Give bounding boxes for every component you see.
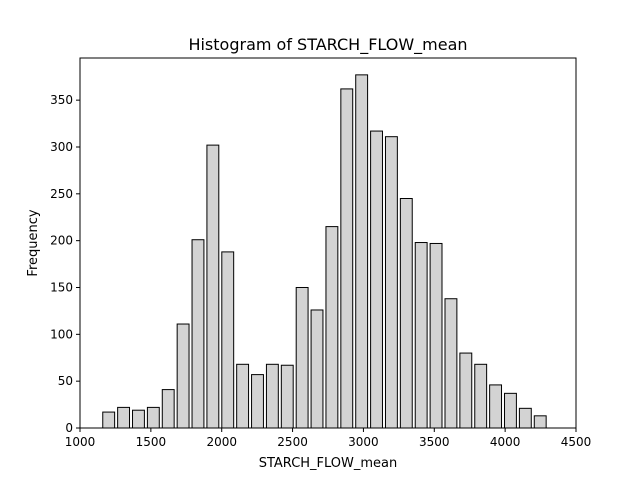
x-tick-label-4: 3000 [348,435,379,449]
y-tick-label-3: 150 [50,280,73,294]
histogram-bar-15 [325,226,339,429]
histogram-bar-4 [161,389,175,429]
histogram-bar-3 [146,406,160,429]
histogram-bar-12 [280,364,294,429]
x-tick-label-3: 2500 [277,435,308,449]
histogram-bar-7 [206,144,220,429]
histogram-bar-17 [355,74,369,429]
histogram-bar-8 [221,251,235,429]
histogram-bar-20 [399,198,413,429]
x-axis-label: STARCH_FLOW_mean [259,456,398,471]
histogram-bar-28 [518,407,532,429]
y-tick-label-5: 250 [50,187,73,201]
histogram-bar-23 [444,298,458,429]
y-axis-label: Frequency [26,209,41,276]
bars-group [102,74,547,429]
histogram-bar-2 [132,409,145,429]
x-axis: 1000 1500 2000 2500 3000 3500 4000 4500 [65,428,592,449]
y-tick-label-4: 200 [50,234,73,248]
y-axis: 0 50 100 150 200 250 300 350 [50,93,80,435]
histogram-bar-16 [340,88,354,429]
histogram-bar-22 [429,242,443,429]
histogram-bar-21 [414,242,428,429]
chart-title: Histogram of STARCH_FLOW_mean [188,35,467,55]
histogram-bar-13 [295,286,309,429]
histogram-bar-1 [117,406,131,429]
histogram-bar-9 [236,363,250,429]
histogram-bar-25 [474,363,488,429]
histogram-bar-11 [265,363,279,429]
x-tick-label-6: 4000 [490,435,521,449]
histogram-bar-5 [176,323,190,429]
histogram-bar-19 [384,136,398,429]
y-tick-label-2: 100 [50,327,73,341]
histogram-bar-18 [370,130,383,429]
y-tick-label-1: 50 [58,374,73,388]
histogram-bar-6 [191,239,205,429]
y-tick-label-7: 350 [50,93,73,107]
histogram-bar-14 [310,309,324,429]
histogram-bar-27 [504,392,517,429]
histogram-bar-24 [459,352,473,429]
x-tick-label-7: 4500 [561,435,592,449]
plot-frame [79,57,577,429]
x-tick-label-0: 1000 [65,435,96,449]
histogram-bar-10 [251,374,264,429]
histogram-bar-26 [489,384,503,429]
histogram-bar-29 [533,415,547,429]
x-tick-label-2: 2000 [206,435,237,449]
y-tick-label-6: 300 [50,140,73,154]
histogram-bar-0 [102,411,116,429]
x-tick-label-1: 1500 [136,435,167,449]
x-tick-label-5: 3500 [419,435,450,449]
y-tick-label-0: 0 [65,421,73,435]
